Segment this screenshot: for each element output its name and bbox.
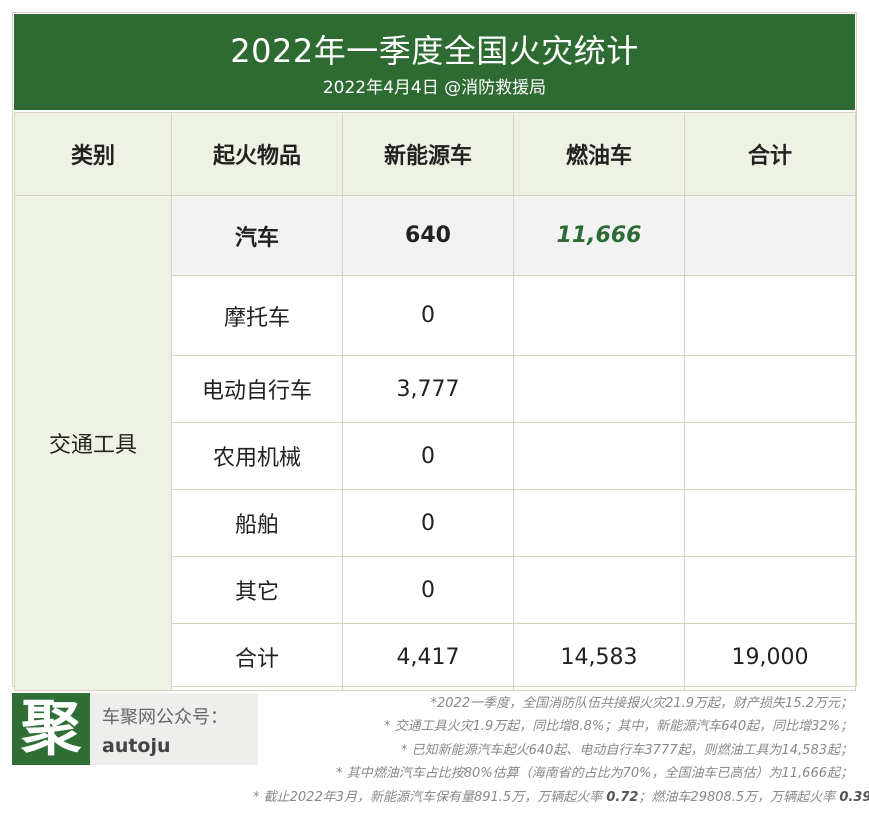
table-row: 其它 0 bbox=[15, 556, 856, 624]
brand-box: 车聚网公众号： autoju bbox=[90, 693, 258, 765]
footnote-3: * 已知新能源汽车起火640起、电动自行车3777起，则燃油工具为14,583起… bbox=[400, 742, 853, 758]
ev-total-cell: 4,417 bbox=[342, 623, 514, 691]
table-row: 电动自行车 3,777 bbox=[15, 355, 856, 423]
ev-cell: 0 bbox=[342, 422, 514, 490]
footnote-5: * 截止2022年3月，新能源汽车保有量891.5万，万辆起火率 0.72；燃油… bbox=[253, 786, 869, 809]
footnote-1: *2022一季度，全国消防队伍共接报火灾21.9万起，财产损失15.2万元； bbox=[430, 696, 853, 711]
brand-line1: 车聚网公众号： bbox=[102, 707, 228, 728]
page-subtitle: 2022年4月4日 @消防救援局 bbox=[322, 78, 547, 98]
total-cell bbox=[684, 556, 856, 624]
total-cell bbox=[684, 355, 856, 423]
grand-total-cell: 19,000 bbox=[684, 623, 856, 691]
item-cell: 船舶 bbox=[171, 489, 343, 557]
ev-fire-rate: 0.72 bbox=[606, 789, 639, 805]
total-cell bbox=[684, 195, 856, 276]
table-row: 交通工具 汽车 640 11,666 bbox=[14, 195, 856, 691]
brand-logo: 聚 bbox=[12, 693, 90, 765]
footnote-5-text-a: * 截止2022年3月，新能源汽车保有量891.5万，万辆起火率 bbox=[253, 789, 607, 805]
ev-cell: 640 bbox=[342, 195, 514, 276]
footnote-2: * 交通工具火灾1.9万起，同比增8.8%；其中，新能源汽车640起，同比增32… bbox=[383, 719, 853, 735]
page-title: 2022年一季度全国火灾统计 bbox=[230, 32, 639, 70]
footnote-5-text-b: ；燃油车29808.5万，万辆起火率 bbox=[638, 789, 840, 805]
fuel-total-cell: 14,583 bbox=[513, 623, 685, 691]
title-banner: 2022年一季度全国火灾统计 2022年4月4日 @消防救援局 bbox=[14, 14, 855, 110]
col-header-fuel: 燃油车 bbox=[513, 112, 685, 196]
ev-cell: 0 bbox=[342, 489, 514, 557]
item-cell: 摩托车 bbox=[171, 275, 343, 356]
fuel-cell bbox=[513, 355, 685, 423]
fuel-cell bbox=[513, 489, 685, 557]
category-cell: 交通工具 bbox=[14, 195, 172, 691]
total-cell bbox=[684, 422, 856, 490]
col-header-ev: 新能源车 bbox=[342, 112, 514, 196]
col-header-total: 合计 bbox=[684, 112, 856, 196]
item-cell: 其它 bbox=[171, 556, 343, 624]
ev-cell: 0 bbox=[342, 556, 514, 624]
table-row: 船舶 0 bbox=[15, 489, 856, 557]
fuel-fire-rate: 0.39 bbox=[839, 789, 869, 805]
fuel-cell bbox=[513, 556, 685, 624]
total-cell bbox=[684, 489, 856, 557]
footnote-4: * 其中燃油汽车占比按80%估算（海南省的占比为70%，全国油车已高估）为11,… bbox=[336, 766, 853, 782]
col-header-category: 类别 bbox=[14, 112, 172, 196]
fuel-cell bbox=[513, 422, 685, 490]
brand-line2: autoju bbox=[102, 735, 171, 757]
item-cell: 合计 bbox=[171, 623, 343, 691]
table-total-row: 合计 4,417 14,583 19,000 bbox=[15, 623, 856, 691]
fire-stats-table: 类别 起火物品 新能源车 燃油车 合计 交通工具 汽车 640 11,666 摩… bbox=[14, 112, 856, 691]
col-header-item: 起火物品 bbox=[171, 112, 343, 196]
ev-cell: 0 bbox=[342, 275, 514, 356]
table-header-row: 类别 起火物品 新能源车 燃油车 合计 bbox=[14, 112, 856, 196]
item-cell: 电动自行车 bbox=[171, 355, 343, 423]
item-cell: 汽车 bbox=[171, 195, 343, 276]
fuel-cell: 11,666 bbox=[513, 195, 685, 276]
item-cell: 农用机械 bbox=[171, 422, 343, 490]
footnotes: *2022一季度，全国消防队伍共接报火灾21.9万起，财产损失15.2万元； *… bbox=[253, 692, 869, 809]
fuel-cell bbox=[513, 275, 685, 356]
table-row: 农用机械 0 bbox=[15, 422, 856, 490]
total-cell bbox=[684, 275, 856, 356]
ev-cell: 3,777 bbox=[342, 355, 514, 423]
